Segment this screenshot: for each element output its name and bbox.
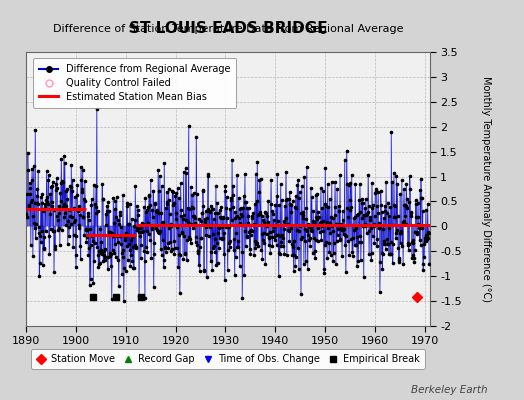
- Y-axis label: Monthly Temperature Anomaly Difference (°C): Monthly Temperature Anomaly Difference (…: [481, 76, 491, 302]
- Title: ST LOUIS EADS BRIDGE: ST LOUIS EADS BRIDGE: [128, 20, 328, 36]
- Text: Difference of Station Temperature Data from Regional Average: Difference of Station Temperature Data f…: [53, 24, 403, 34]
- Text: Berkeley Earth: Berkeley Earth: [411, 385, 487, 395]
- Legend: Station Move, Record Gap, Time of Obs. Change, Empirical Break: Station Move, Record Gap, Time of Obs. C…: [31, 349, 424, 369]
